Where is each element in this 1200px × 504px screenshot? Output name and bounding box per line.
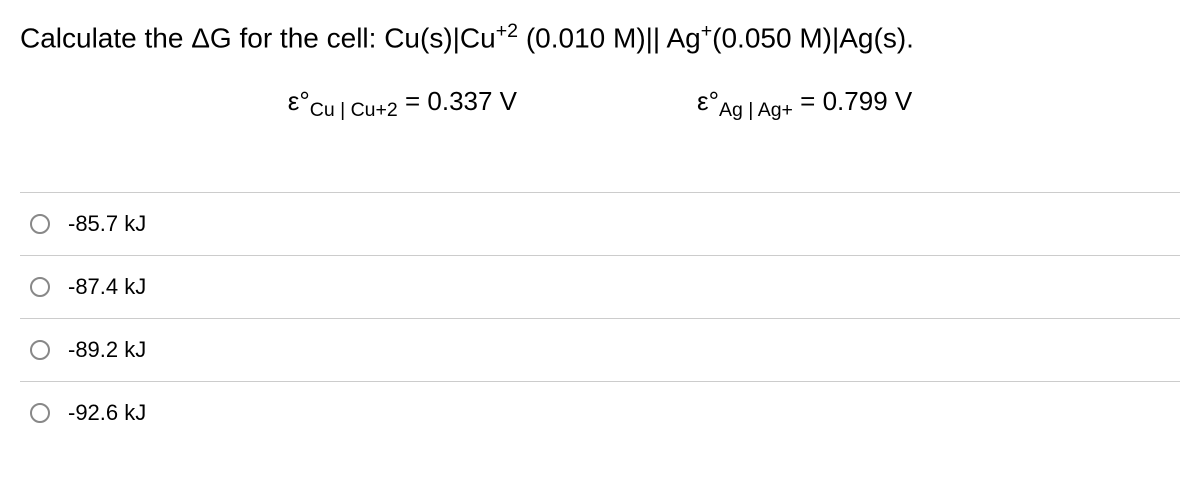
question-sup2: +	[701, 20, 712, 42]
radio-icon[interactable]	[30, 277, 50, 297]
question-sup1: +2	[496, 20, 518, 42]
question-suffix: (0.050 M)|Ag(s).	[712, 22, 914, 53]
option-row[interactable]: -89.2 kJ	[20, 319, 1180, 382]
option-row[interactable]: -87.4 kJ	[20, 256, 1180, 319]
radio-icon[interactable]	[30, 403, 50, 423]
option-row[interactable]: -92.6 kJ	[20, 382, 1180, 444]
options-list: -85.7 kJ -87.4 kJ -89.2 kJ -92.6 kJ	[20, 192, 1180, 444]
given-cu: ε°Cu | Cu+2 = 0.337 V	[288, 86, 517, 122]
option-label: -87.4 kJ	[68, 274, 146, 300]
option-label: -89.2 kJ	[68, 337, 146, 363]
ag-value: = 0.799 V	[793, 86, 912, 116]
cu-value: = 0.337 V	[398, 86, 517, 116]
option-label: -85.7 kJ	[68, 211, 146, 237]
cu-sub: Cu | Cu+2	[310, 99, 398, 121]
given-ag: ε°Ag | Ag+ = 0.799 V	[697, 86, 912, 122]
option-label: -92.6 kJ	[68, 400, 146, 426]
question-prefix: Calculate the ΔG for the cell: Cu(s)|Cu	[20, 22, 496, 53]
ag-sub: Ag | Ag+	[719, 99, 793, 121]
question-text: Calculate the ΔG for the cell: Cu(s)|Cu+…	[20, 18, 1180, 58]
ag-symbol: ε°	[697, 86, 719, 116]
question-mid1: (0.010 M)|| Ag	[518, 22, 701, 53]
radio-icon[interactable]	[30, 214, 50, 234]
option-row[interactable]: -85.7 kJ	[20, 193, 1180, 256]
radio-icon[interactable]	[30, 340, 50, 360]
cu-symbol: ε°	[288, 86, 310, 116]
given-values: ε°Cu | Cu+2 = 0.337 V ε°Ag | Ag+ = 0.799…	[20, 86, 1180, 122]
